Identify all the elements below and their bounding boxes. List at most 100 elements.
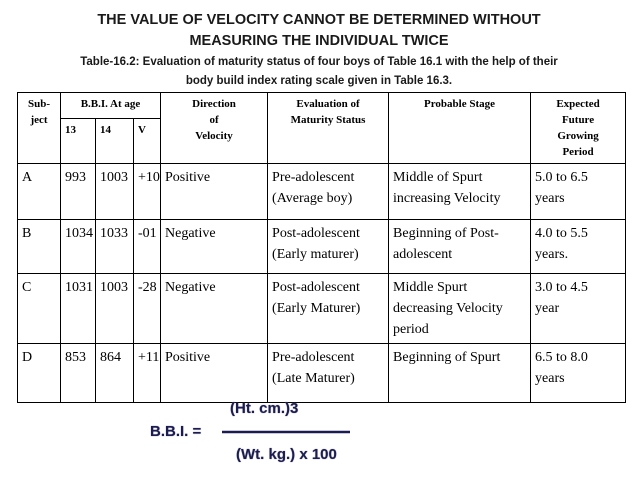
cell-line: of [209, 114, 219, 126]
cell-line: Pre-adolescent [272, 350, 355, 365]
cell-line: B [22, 226, 32, 241]
cell-line: Probable Stage [424, 98, 496, 110]
cell-line: Negative [165, 226, 216, 241]
table-cell: 1003 [95, 163, 134, 220]
title-line: MEASURING THE INDIVIDUAL TWICE [189, 33, 449, 49]
table-cell: 853 [60, 343, 96, 403]
cell-line: (Early Maturer) [272, 301, 361, 316]
cell-line: 993 [65, 170, 86, 185]
cell-line: 1003 [100, 170, 128, 185]
table-cell: Positive [160, 163, 269, 220]
header-cell: Expected Future Growing Period [530, 92, 627, 164]
header-cell: B.B.I. At age [59, 91, 162, 120]
cell-line: years [535, 191, 565, 206]
cell-line: years. [535, 247, 569, 262]
table-cell: 4.0 to 5.5 years. [530, 219, 627, 274]
header-cell: Evaluation of Maturity Status [267, 92, 390, 164]
cell-line: -01 [138, 226, 157, 241]
table-cell: 864 [95, 343, 134, 403]
table-row: D 853 864 +11 Positive Pre-adolescent (Late Ma… [17, 343, 627, 403]
cell-line: decreasing Velocity [393, 301, 503, 316]
cell-line: Middle Spurt [393, 280, 468, 295]
cell-line: -28 [138, 280, 157, 295]
subheader-row: 13 14 V [18, 118, 626, 164]
cell-line: Maturity Status [290, 114, 366, 126]
cell-line: 853 [65, 350, 86, 365]
cell-line: 6.5 to 8.0 [535, 350, 588, 365]
cell-line: 1033 [100, 226, 128, 241]
cell-line: Beginning of Spurt [393, 350, 501, 365]
cell-line: increasing Velocity [393, 191, 501, 206]
table-cell: +11 [132, 343, 162, 403]
table-cell: -01 [132, 219, 162, 274]
table-row: B 1034 1033 -01 Negative Post-adolescent (Earl… [17, 219, 627, 274]
table-cell: 993 [60, 163, 96, 220]
formula-denominator: (Wt. kg.) x 100 [236, 446, 337, 463]
cell-line: B.B.I. At age [80, 98, 141, 110]
table-cell: D [17, 343, 61, 403]
cell-line: 1034 [65, 226, 93, 241]
table-cell: Positive [160, 343, 269, 403]
cell-line: Growing [557, 130, 599, 142]
table-cell: -28 [132, 273, 162, 344]
cell-line: Period [562, 146, 594, 158]
table-cell: Negative [160, 273, 269, 344]
title-line: THE VALUE OF VELOCITY CANNOT BE DETERMIN… [97, 12, 541, 28]
cell-line: Velocity [195, 130, 233, 142]
header-row: Sub-ject B.B.I. At age Direction of Veloci… [17, 91, 627, 164]
cell-line: Sub- [27, 98, 51, 110]
table-cell: Middle of Spurt increasing Velocity [388, 163, 532, 220]
cell-line: Evaluation of [296, 98, 360, 110]
cell-line: (Average boy) [272, 191, 353, 206]
cell-line: D [22, 350, 33, 365]
caption-line: Table-16.2: Evaluation of maturity statu… [80, 56, 558, 68]
title: THE VALUE OF VELOCITY CANNOT BE DETERMIN… [0, 10, 638, 52]
table-cell: B [17, 219, 61, 274]
table-cell: 1034 [60, 219, 96, 274]
cell-line: 864 [100, 350, 121, 365]
header-cell: Direction of Velocity [160, 92, 269, 164]
table-cell: 1033 [95, 219, 134, 274]
table-cell: Post-adolescent (Early maturer) [267, 219, 390, 274]
caption: Table-16.2: Evaluation of maturity statu… [0, 53, 638, 91]
cell-line: Post-adolescent [272, 280, 360, 295]
table-cell: 6.5 to 8.0 years [530, 343, 627, 403]
table-cell: Pre-adolescent (Late Maturer) [267, 343, 390, 403]
subheader-cell: 13 [60, 118, 96, 164]
cell-line: period [393, 322, 429, 337]
cell-line: +11 [138, 350, 160, 365]
header-cell: Probable Stage [388, 92, 532, 164]
cell-line: A [22, 170, 33, 185]
cell-line: Positive [165, 350, 211, 365]
table-cell: C [17, 273, 61, 344]
formula-numerator: (Ht. cm.)3 [230, 400, 299, 417]
table-row: C 1031 1003 -28 Negative Post-adolescent (Earl… [17, 273, 627, 344]
cell-line: Direction [192, 98, 236, 110]
table-row: A 993 1003 +10 Positive Pre-adolescent (Averag… [17, 163, 627, 220]
table-cell: 3.0 to 4.5 year [530, 273, 627, 344]
cell-line: year [535, 301, 560, 316]
cell-line: Post-adolescent [272, 226, 360, 241]
header-cell: Sub-ject [17, 92, 61, 164]
table: Sub-ject B.B.I. At age Direction of Veloci… [17, 91, 627, 403]
cell-line: 4.0 to 5.5 [535, 226, 588, 241]
fraction-bar [222, 430, 350, 434]
table-cell: 5.0 to 6.5 years [530, 163, 627, 220]
table-cell: Negative [160, 219, 269, 274]
cell-line: +10 [138, 170, 160, 185]
formula-lhs: B.B.I. = [150, 423, 202, 440]
cell-line: Beginning of Post- [393, 226, 499, 241]
subheader-cell: V [132, 118, 162, 164]
table-cell: +10 [132, 163, 162, 220]
cell-line: C [22, 280, 32, 295]
cell-line: Negative [165, 280, 216, 295]
cell-line: Middle of Spurt [393, 170, 483, 185]
cell-line: Expected [556, 98, 600, 110]
cell-line: Positive [165, 170, 211, 185]
table-cell: Pre-adolescent (Average boy) [267, 163, 390, 220]
cell-line: years [535, 371, 565, 386]
cell-line: (Late Maturer) [272, 371, 355, 386]
cell-line: 1003 [100, 280, 128, 295]
